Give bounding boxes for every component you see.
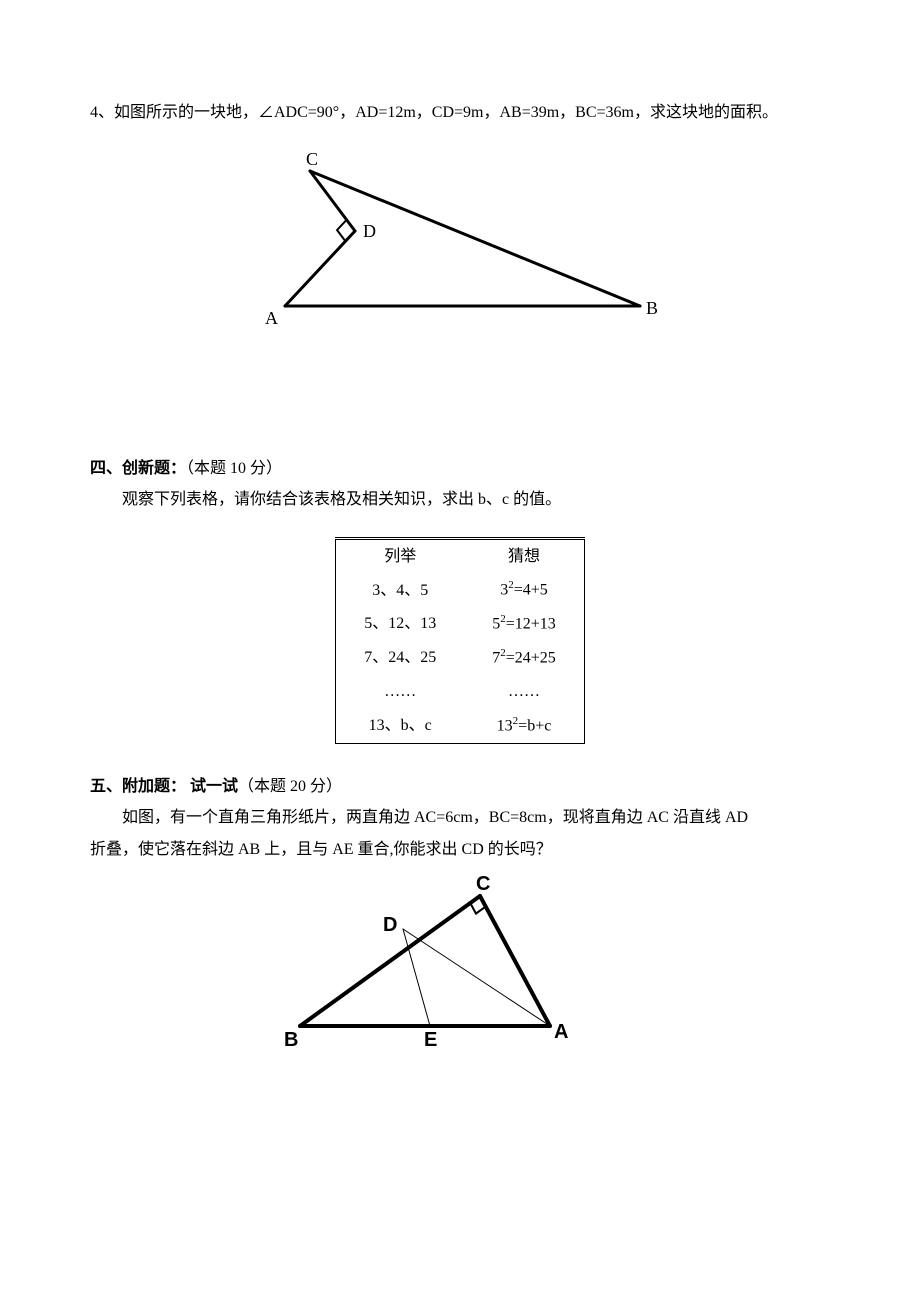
section4-body: 观察下列表格，请你结合该表格及相关知识，求出 b、c 的值。 <box>90 487 830 513</box>
section5-title: 五、附加题： 试一试 <box>90 778 238 795</box>
svg-text:C: C <box>306 149 318 169</box>
table-row: 13、b、c132=b+c <box>336 709 585 743</box>
svg-text:D: D <box>383 914 397 936</box>
section4-table-wrap: 列举猜想3、4、532=4+55、12、1352=12+137、24、2572=… <box>90 537 830 744</box>
section5-points: （本题 20 分） <box>238 778 342 795</box>
section5-figure: C D B E A <box>280 876 580 1056</box>
section5-body-line1: 如图，有一个直角三角形纸片，两直角边 AC=6cm，BC=8cm，现将直角边 A… <box>90 805 830 831</box>
svg-text:B: B <box>646 298 658 318</box>
table-row: ………… <box>336 675 585 709</box>
problem4-figure: C D A B <box>90 146 830 336</box>
section5-body-line2: 折叠，使它落在斜边 AB 上，且与 AE 重合,你能求出 CD 的长吗？ <box>90 837 830 863</box>
section4-table: 列举猜想3、4、532=4+55、12、1352=12+137、24、2572=… <box>335 537 585 744</box>
section5-heading: 五、附加题： 试一试（本题 20 分） <box>90 774 830 800</box>
svg-text:E: E <box>424 1029 437 1051</box>
section4-heading: 四、创新题：（本题 10 分） <box>90 456 830 482</box>
svg-text:A: A <box>554 1021 568 1043</box>
table-header: 列举 <box>336 538 465 573</box>
problem4-text: 4、如图所示的一块地，∠ADC=90°，AD=12m，CD=9m，AB=39m，… <box>90 100 830 126</box>
table-row: 7、24、2572=24+25 <box>336 641 585 675</box>
section4-title: 四、创新题： <box>90 460 186 477</box>
svg-text:B: B <box>284 1029 298 1051</box>
table-header: 猜想 <box>464 538 584 573</box>
svg-text:A: A <box>265 308 278 328</box>
section4-points: （本题 10 分） <box>186 460 282 477</box>
svg-text:D: D <box>363 221 376 241</box>
table-row: 3、4、532=4+5 <box>336 573 585 607</box>
section5-figure-wrap: C D B E A <box>90 876 830 1056</box>
svg-text:C: C <box>476 876 490 895</box>
table-row: 5、12、1352=12+13 <box>336 607 585 641</box>
